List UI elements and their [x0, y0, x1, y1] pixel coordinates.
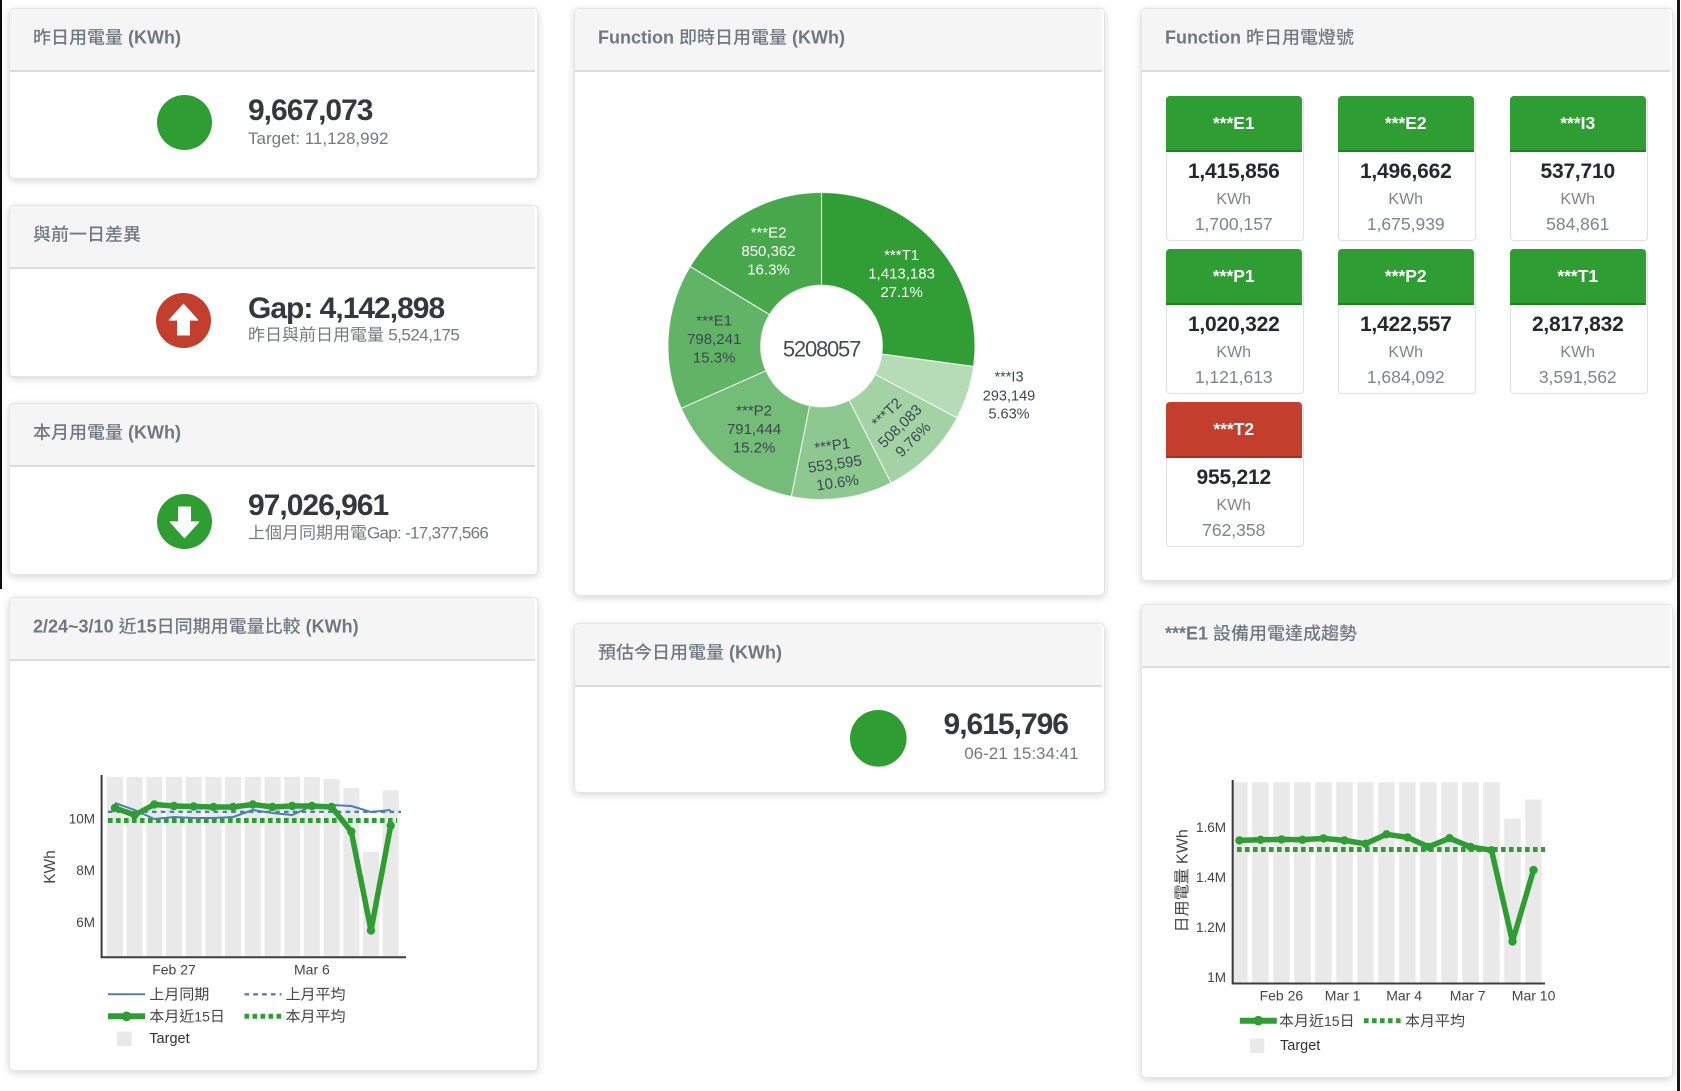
svg-text:27.1%: 27.1%	[880, 284, 923, 301]
svg-text:850,362: 850,362	[741, 243, 795, 260]
svg-text:***P2: ***P2	[736, 402, 772, 419]
svg-text:798,241: 798,241	[687, 331, 741, 348]
svg-text:2/24~3/10: 2/24~3/10	[33, 616, 119, 636]
svg-text:Mar 7: Mar 7	[1450, 988, 1486, 1004]
svg-text:15.2%: 15.2%	[733, 440, 776, 457]
svg-text:6M: 6M	[76, 915, 95, 930]
svg-text:1.4M: 1.4M	[1196, 870, 1226, 885]
svg-text:15: 15	[1324, 1013, 1340, 1029]
svg-text:1.6M: 1.6M	[1196, 820, 1226, 835]
svg-text:15: 15	[194, 1009, 210, 1025]
svg-text:***E1: ***E1	[1165, 623, 1213, 643]
svg-text:Mar 10: Mar 10	[1512, 988, 1556, 1004]
svg-text:***E2: ***E2	[751, 224, 787, 241]
svg-text:15: 15	[137, 616, 157, 636]
svg-text:15.3%: 15.3%	[693, 350, 736, 367]
svg-text:(KWh): (KWh)	[724, 642, 782, 662]
svg-text:Mar 1: Mar 1	[1325, 988, 1361, 1004]
svg-text:KWh: KWh	[1174, 829, 1191, 868]
svg-text:1.2M: 1.2M	[1196, 920, 1226, 935]
svg-text:10M: 10M	[69, 812, 95, 827]
svg-text:8M: 8M	[76, 863, 95, 878]
svg-text:Target: Target	[149, 1031, 189, 1047]
svg-text:5,524,175: 5,524,175	[384, 326, 459, 345]
svg-text:(KWh): (KWh)	[787, 27, 845, 47]
svg-text:***I3: ***I3	[994, 370, 1023, 386]
svg-text:16.3%: 16.3%	[747, 262, 790, 279]
svg-text:5.63%: 5.63%	[988, 407, 1029, 423]
svg-text:Mar 4: Mar 4	[1386, 988, 1422, 1004]
svg-text:Feb 26: Feb 26	[1260, 988, 1304, 1004]
svg-text:1,413,183: 1,413,183	[868, 266, 935, 283]
svg-text:10.6%: 10.6%	[815, 472, 859, 495]
svg-text:(KWh): (KWh)	[123, 27, 181, 47]
svg-text:(KWh): (KWh)	[123, 422, 181, 442]
svg-text:Mar 6: Mar 6	[294, 962, 330, 978]
svg-text:293,149: 293,149	[983, 389, 1035, 405]
svg-text:(KWh): (KWh)	[301, 616, 359, 636]
svg-text:1M: 1M	[1207, 970, 1226, 985]
svg-text:Function: Function	[1165, 27, 1246, 47]
svg-text:KWh: KWh	[42, 850, 59, 884]
svg-text:***T1: ***T1	[884, 247, 919, 264]
svg-text:Function: Function	[598, 27, 679, 47]
svg-text:Target: Target	[1280, 1038, 1320, 1054]
svg-text:***P1: ***P1	[813, 435, 851, 457]
svg-text:791,444: 791,444	[727, 421, 781, 438]
svg-text:Feb 27: Feb 27	[152, 962, 196, 978]
svg-text:Gap: -17,377,566: Gap: -17,377,566	[367, 523, 488, 542]
svg-text:5208057: 5208057	[783, 337, 861, 362]
svg-text:***E1: ***E1	[696, 312, 732, 329]
